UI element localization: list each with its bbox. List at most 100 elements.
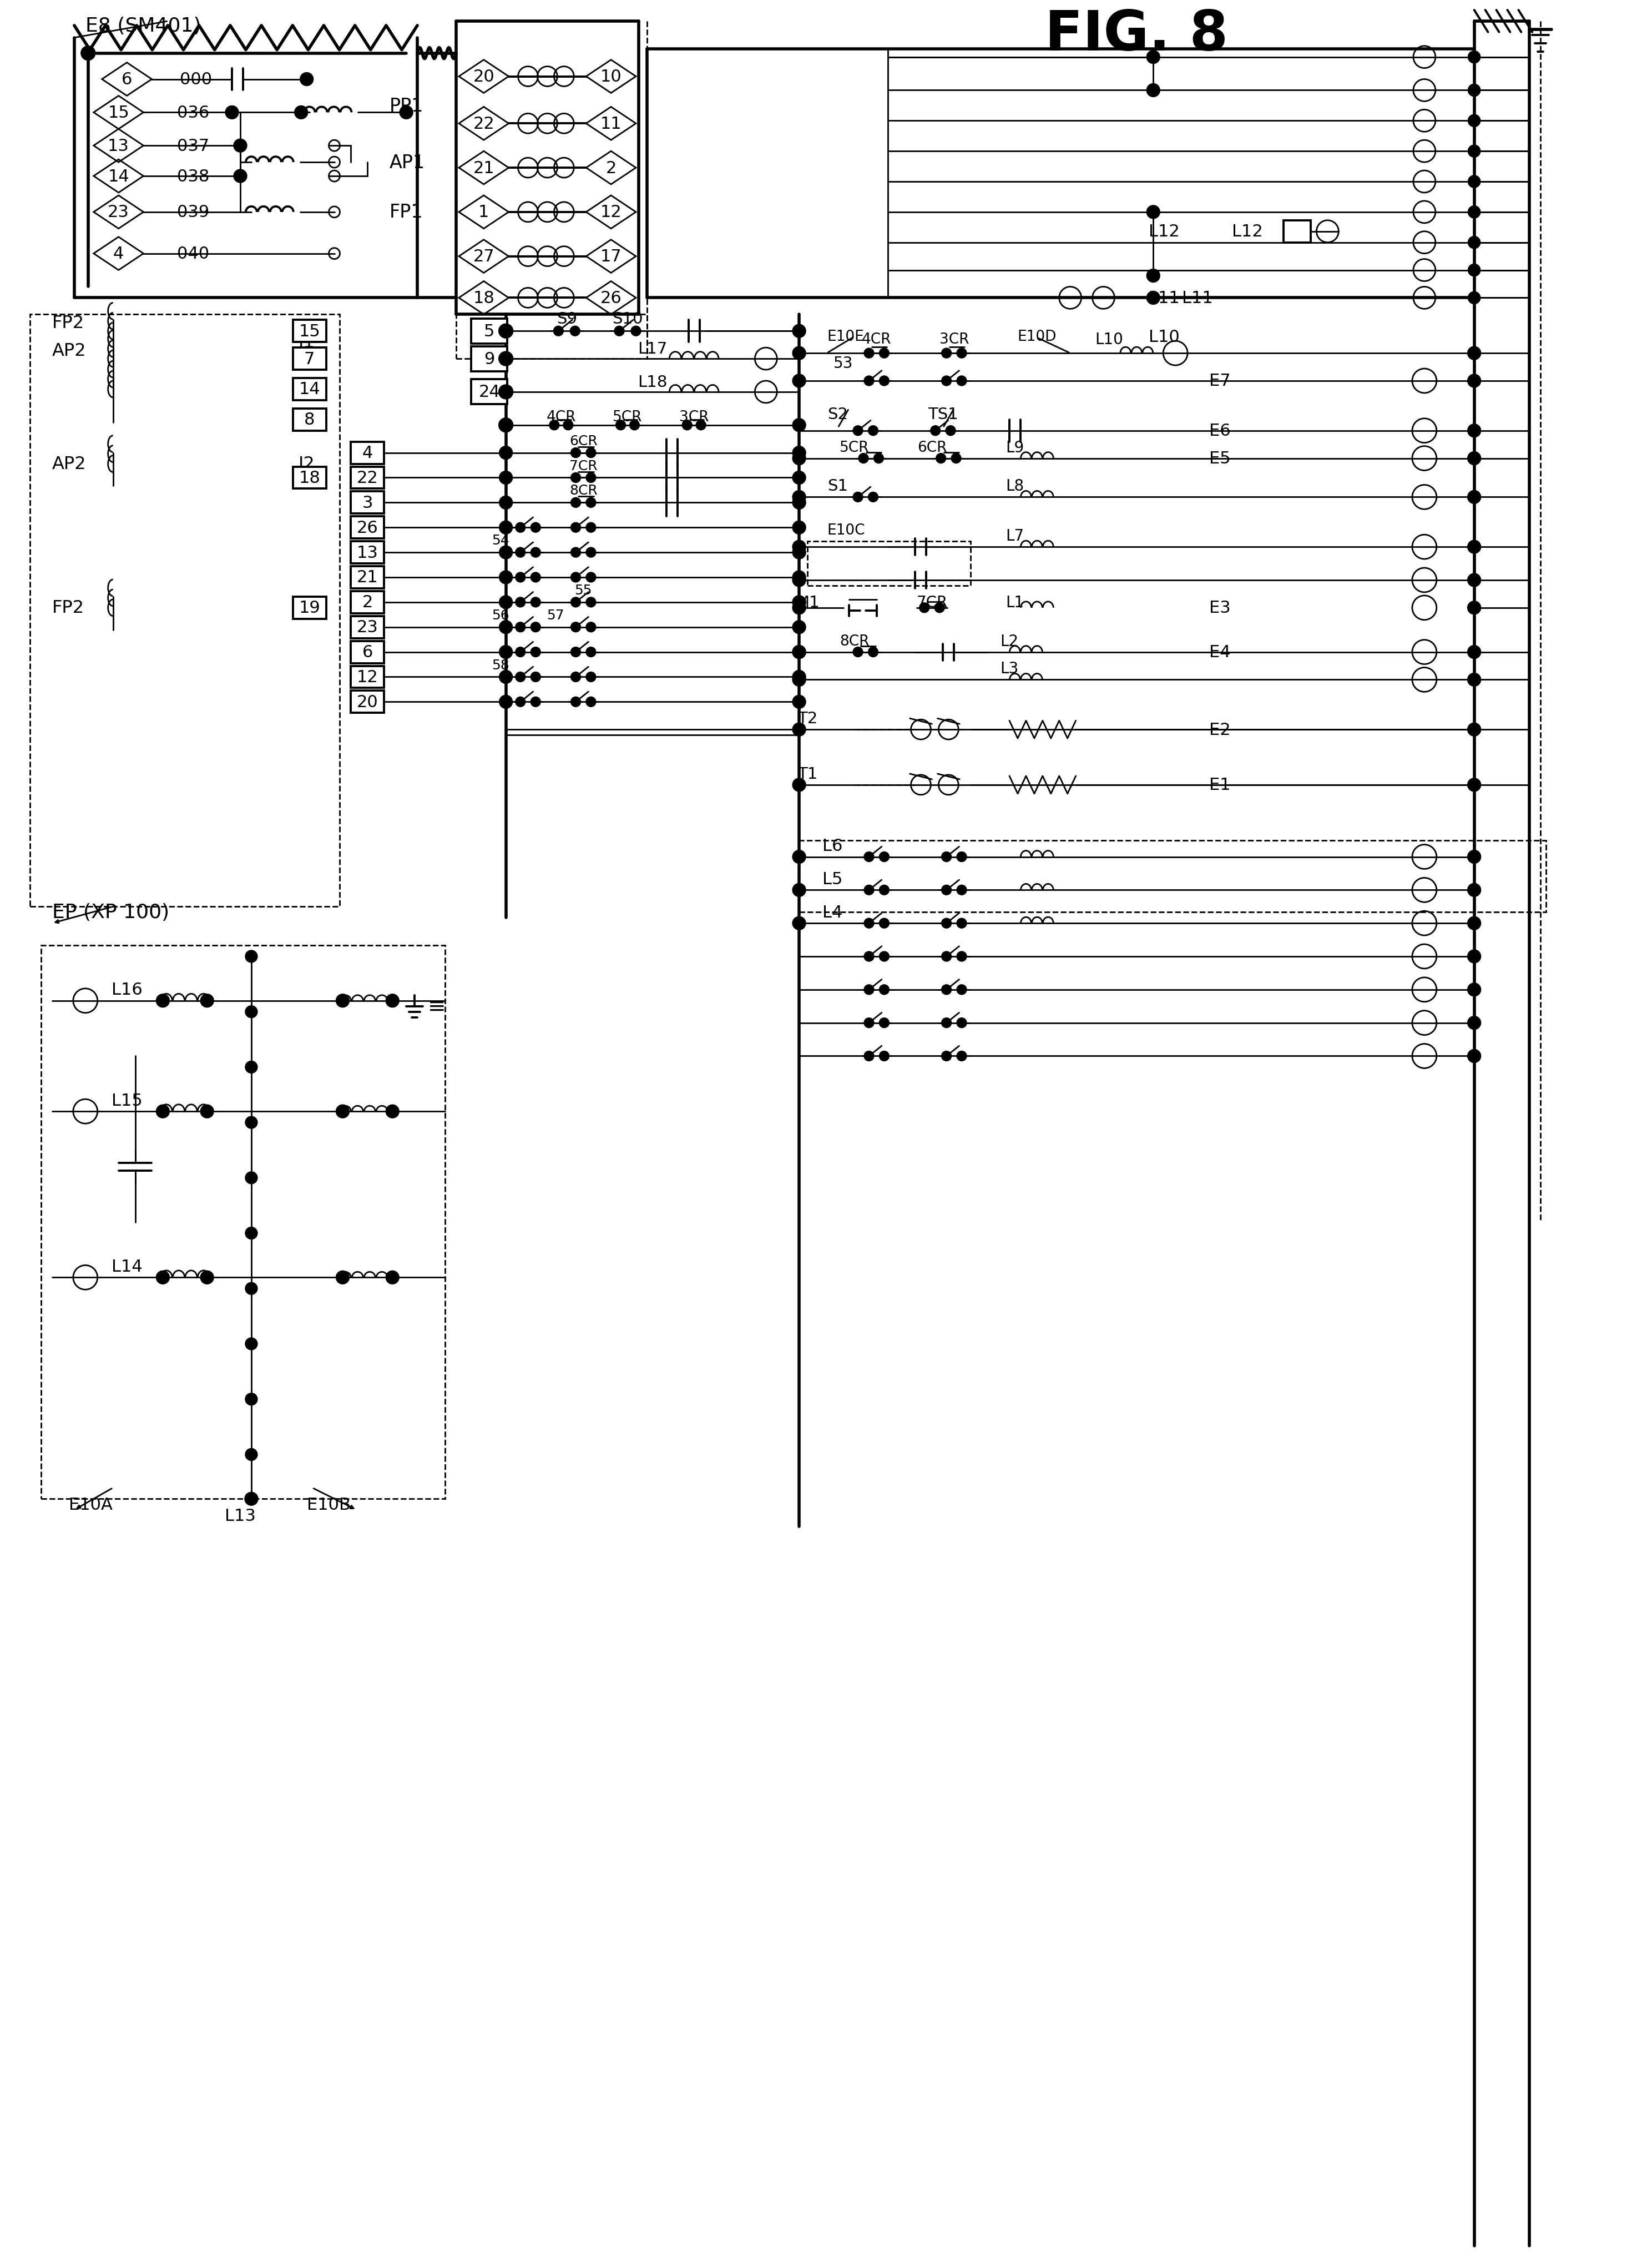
Circle shape	[200, 1105, 214, 1118]
Circle shape	[1468, 116, 1480, 127]
Circle shape	[571, 449, 581, 458]
Circle shape	[530, 696, 540, 708]
Text: 23: 23	[357, 619, 378, 635]
Circle shape	[941, 1018, 951, 1027]
Circle shape	[864, 984, 874, 996]
Text: 23: 23	[108, 204, 129, 220]
Circle shape	[956, 349, 967, 358]
Circle shape	[879, 349, 889, 358]
Text: L9: L9	[1005, 440, 1025, 456]
Circle shape	[386, 1270, 399, 1284]
Circle shape	[1468, 236, 1480, 249]
Text: 11: 11	[601, 116, 622, 132]
Text: 4: 4	[113, 245, 124, 263]
Text: 24: 24	[478, 383, 499, 401]
Text: 8CR: 8CR	[840, 635, 869, 649]
Circle shape	[1468, 177, 1480, 188]
Circle shape	[1467, 347, 1481, 361]
Text: 039: 039	[177, 204, 210, 220]
Text: 26: 26	[357, 519, 378, 535]
Bar	[350, 517, 385, 540]
Circle shape	[792, 420, 805, 433]
Circle shape	[1467, 984, 1481, 996]
Text: L17: L17	[638, 342, 668, 356]
Bar	[293, 379, 326, 401]
Text: 040: 040	[177, 245, 210, 263]
Circle shape	[570, 327, 579, 336]
Text: L14: L14	[111, 1259, 142, 1275]
Circle shape	[853, 646, 863, 658]
Circle shape	[1468, 116, 1480, 127]
Circle shape	[941, 919, 951, 928]
Text: 53: 53	[833, 356, 853, 372]
Text: 3CR: 3CR	[679, 411, 709, 424]
Circle shape	[1467, 723, 1481, 737]
Bar	[471, 320, 507, 345]
Circle shape	[499, 522, 512, 535]
Text: 18: 18	[473, 290, 494, 306]
Text: TS1: TS1	[928, 406, 958, 422]
Circle shape	[499, 417, 512, 433]
Circle shape	[234, 170, 247, 184]
Text: E7: E7	[1210, 374, 1231, 390]
Circle shape	[586, 474, 596, 483]
Circle shape	[571, 474, 581, 483]
Text: E8 (SM401): E8 (SM401)	[85, 16, 201, 36]
Circle shape	[792, 671, 805, 685]
Circle shape	[586, 671, 596, 683]
Bar	[350, 592, 385, 615]
Circle shape	[499, 324, 512, 338]
Circle shape	[956, 984, 967, 996]
Text: L12: L12	[1149, 225, 1180, 240]
Circle shape	[246, 1116, 257, 1129]
Text: E6: E6	[1210, 422, 1231, 440]
Circle shape	[853, 426, 863, 435]
Circle shape	[571, 696, 581, 708]
Circle shape	[226, 107, 239, 120]
Circle shape	[516, 574, 525, 583]
Circle shape	[1468, 84, 1480, 98]
Text: 21: 21	[357, 569, 378, 585]
Circle shape	[879, 1052, 889, 1061]
Circle shape	[499, 352, 512, 365]
Text: 12: 12	[357, 669, 378, 685]
Circle shape	[499, 324, 512, 338]
Text: 036: 036	[177, 104, 210, 120]
Circle shape	[1467, 540, 1481, 553]
Circle shape	[244, 1492, 259, 1506]
Text: 19: 19	[298, 601, 321, 617]
Text: T2: T2	[797, 710, 817, 726]
Bar	[350, 542, 385, 565]
Circle shape	[586, 696, 596, 708]
Text: E10E: E10E	[827, 329, 864, 345]
Text: 000: 000	[180, 73, 213, 88]
Bar	[471, 379, 507, 404]
Circle shape	[1467, 646, 1481, 660]
Text: AP1: AP1	[390, 154, 426, 172]
Circle shape	[941, 349, 951, 358]
Circle shape	[792, 646, 805, 660]
Circle shape	[563, 420, 573, 431]
Text: S10: S10	[612, 311, 643, 327]
Circle shape	[868, 426, 877, 435]
Circle shape	[336, 993, 349, 1007]
Text: E4: E4	[1210, 644, 1231, 660]
Text: 13: 13	[357, 544, 378, 560]
Bar	[350, 642, 385, 665]
Text: 20: 20	[357, 694, 378, 710]
Text: 6: 6	[121, 73, 133, 88]
Circle shape	[956, 919, 967, 928]
Circle shape	[586, 499, 596, 508]
Circle shape	[1467, 778, 1481, 792]
Text: L16: L16	[111, 982, 142, 998]
Circle shape	[956, 376, 967, 386]
Bar	[471, 347, 507, 372]
Text: 8CR: 8CR	[570, 483, 598, 497]
Circle shape	[246, 1061, 257, 1073]
Circle shape	[586, 621, 596, 633]
Circle shape	[1467, 1016, 1481, 1030]
Circle shape	[499, 646, 512, 660]
Text: L18: L18	[638, 374, 668, 390]
Circle shape	[499, 596, 512, 610]
Text: 038: 038	[177, 168, 210, 184]
